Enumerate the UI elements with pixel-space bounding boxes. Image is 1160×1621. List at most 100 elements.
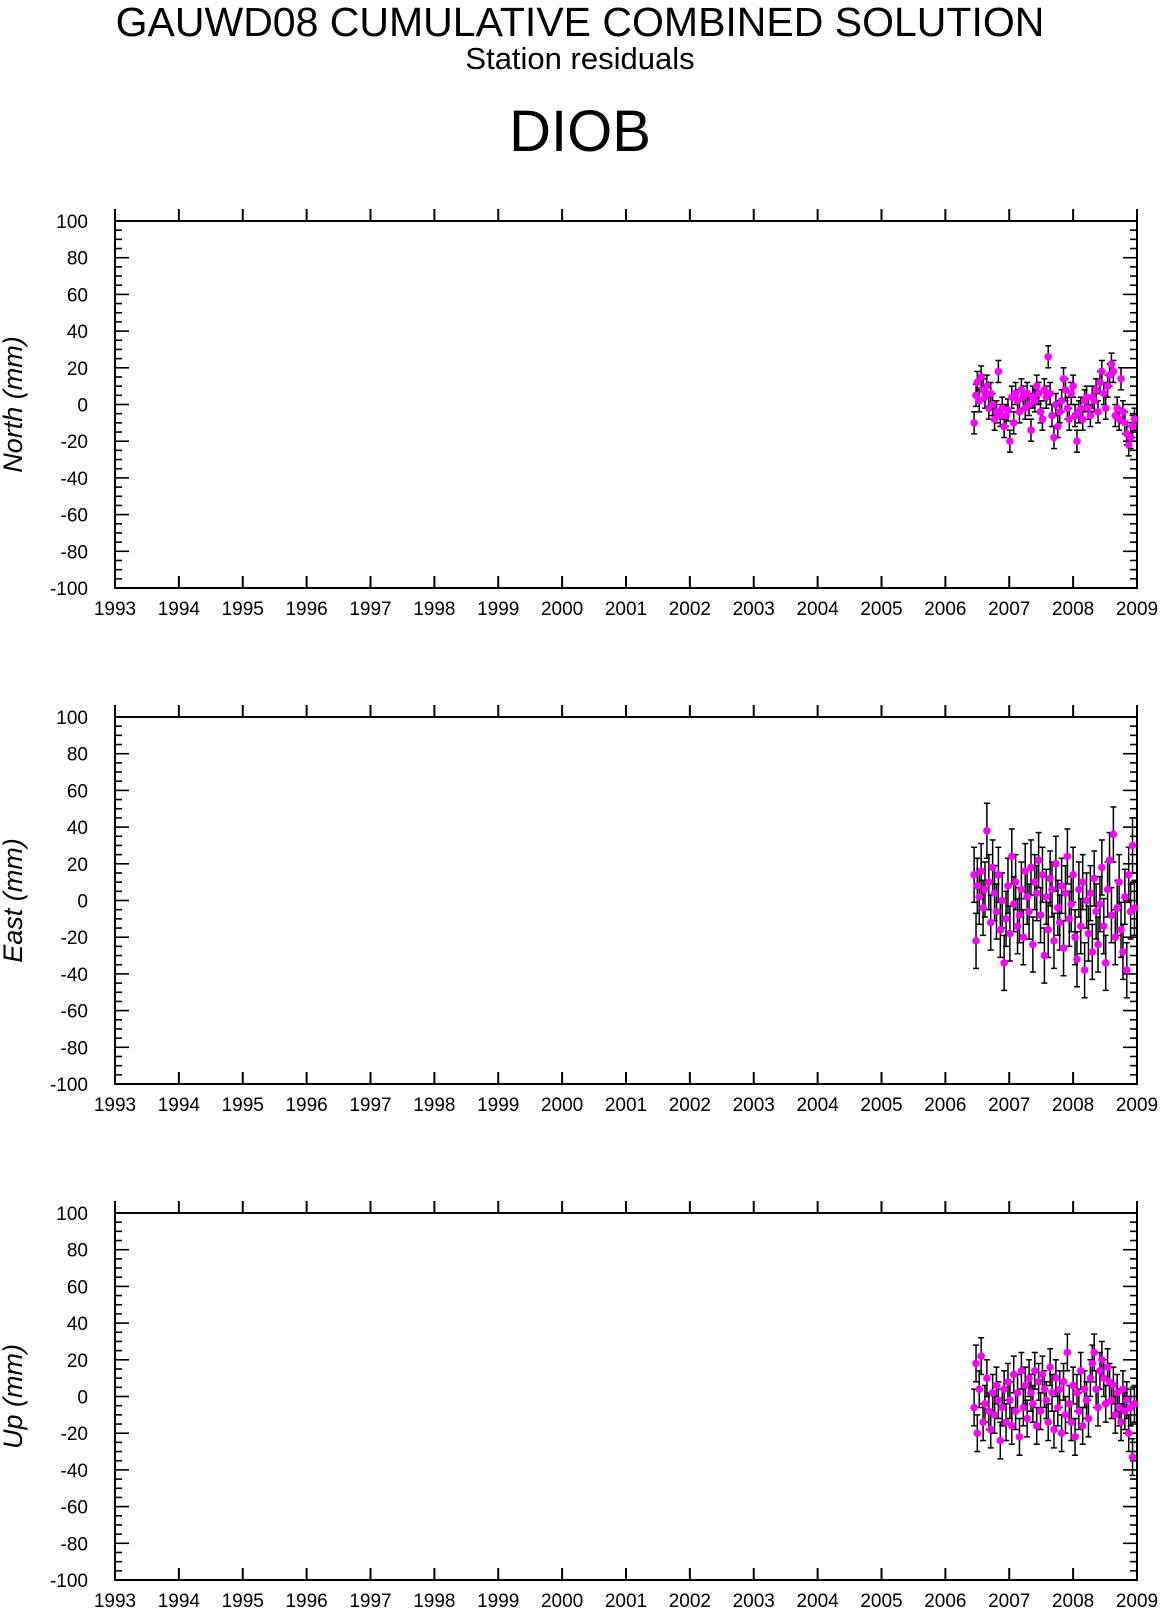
data-point: [996, 926, 1005, 934]
x-tick-label: 1993: [94, 599, 136, 620]
data-point: [1015, 911, 1024, 919]
x-tick-label: 1995: [222, 1591, 264, 1612]
data-point: [1084, 404, 1093, 412]
data-point: [1034, 856, 1043, 864]
data-point: [1011, 389, 1020, 398]
y-tick-label: 40: [67, 818, 88, 839]
data-point: [1015, 1433, 1024, 1441]
data-point: [1009, 419, 1018, 427]
data-point: [970, 1403, 978, 1412]
x-tick-label: 2002: [669, 599, 711, 620]
data-point: [1094, 1403, 1102, 1412]
y-tick-label: -100: [50, 1571, 88, 1592]
data-point: [1034, 389, 1043, 398]
data-point: [1019, 933, 1028, 941]
data-point: [996, 1436, 1005, 1445]
data-point: [1002, 915, 1010, 923]
x-tick-label: 1994: [158, 1591, 201, 1612]
data-point: [1040, 1385, 1049, 1393]
x-tick-label: 2004: [796, 599, 839, 620]
data-point: [1057, 397, 1066, 405]
data-point: [1038, 415, 1047, 423]
data-point: [1103, 1363, 1112, 1371]
y-tick-label: 80: [67, 745, 88, 766]
data-point: [1004, 1378, 1012, 1386]
y-axis-label: North (mm): [0, 336, 28, 473]
plot-north: 1993 1994 1995 1996 1997 1998 1999 2000 2001 2002…: [0, 209, 1158, 620]
data-point: [1009, 1370, 1018, 1379]
x-tick-label: 2007: [988, 1591, 1030, 1612]
data-point: [1124, 1429, 1133, 1437]
data-point: [1119, 948, 1127, 956]
data-point: [1088, 948, 1097, 956]
data-point: [1017, 386, 1026, 394]
data-point: [1023, 1414, 1031, 1423]
data-point: [1027, 426, 1035, 434]
data-point: [1067, 900, 1076, 908]
data-point: [1023, 893, 1031, 901]
data-point: [1017, 885, 1026, 894]
data-point: [990, 889, 999, 897]
x-tick-label: 1999: [477, 1095, 519, 1116]
data-point: [988, 863, 997, 872]
data-point: [1076, 922, 1085, 930]
x-tick-label: 1998: [413, 1095, 455, 1116]
data-point: [1126, 433, 1135, 442]
data-point: [1038, 1370, 1047, 1379]
data-point: [1027, 1389, 1035, 1397]
y-tick-label: -40: [61, 965, 88, 986]
data-point: [970, 871, 978, 879]
data-point: [1042, 1396, 1051, 1404]
data-point: [1115, 878, 1123, 886]
data-point: [1130, 904, 1139, 912]
data-point: [1013, 397, 1022, 405]
chart-subtitle: Station residuals: [465, 41, 695, 76]
y-tick-label: 40: [67, 322, 88, 343]
data-point: [1048, 885, 1056, 894]
data-point: [975, 397, 984, 405]
data-point: [1061, 1411, 1070, 1419]
x-tick-label: 2009: [1116, 599, 1158, 620]
plot-east: 1993 1994 1995 1996 1997 1998 1999 2000 2001 2002…: [0, 705, 1158, 1116]
x-tick-label: 2009: [1116, 1591, 1158, 1612]
data-point: [1036, 408, 1045, 416]
data-point: [1082, 393, 1091, 401]
x-tick-label: 1999: [477, 599, 519, 620]
data-point: [972, 1359, 980, 1368]
data-point: [1013, 922, 1022, 930]
data-point: [1046, 1363, 1054, 1371]
data-point: [1086, 1374, 1095, 1382]
y-tick-label: 60: [67, 1277, 88, 1298]
x-tick-label: 2003: [733, 1095, 775, 1116]
y-tick-label: 40: [67, 1314, 88, 1335]
data-point: [1101, 1400, 1110, 1408]
x-tick-label: 1997: [349, 599, 391, 620]
data-point: [1130, 415, 1139, 423]
x-tick-label: 1996: [285, 599, 327, 620]
data-point: [1121, 893, 1129, 901]
data-point: [1000, 422, 1008, 431]
plot-frame: [114, 220, 1138, 589]
x-tick-label: 2006: [924, 599, 966, 620]
data-point: [986, 389, 995, 398]
data-point: [1013, 1389, 1022, 1397]
data-point: [1004, 882, 1012, 890]
x-tick-label: 1994: [158, 599, 201, 620]
data-point: [1099, 389, 1108, 398]
data-point: [977, 867, 985, 875]
data-point: [988, 400, 997, 409]
data-point: [1000, 959, 1008, 967]
data-point: [983, 1374, 991, 1382]
x-tick-label: 1995: [222, 1095, 264, 1116]
x-tick-label: 1996: [285, 1095, 327, 1116]
y-axis-label: Up (mm): [0, 1344, 28, 1449]
data-point: [1017, 1367, 1026, 1375]
data-point: [1080, 966, 1089, 975]
data-point: [1025, 400, 1033, 409]
data-point: [975, 893, 984, 901]
data-point: [1080, 1385, 1089, 1393]
data-point: [981, 1400, 989, 1408]
data-point: [1128, 841, 1137, 850]
data-point: [1023, 389, 1031, 398]
data-point: [1000, 1385, 1008, 1393]
